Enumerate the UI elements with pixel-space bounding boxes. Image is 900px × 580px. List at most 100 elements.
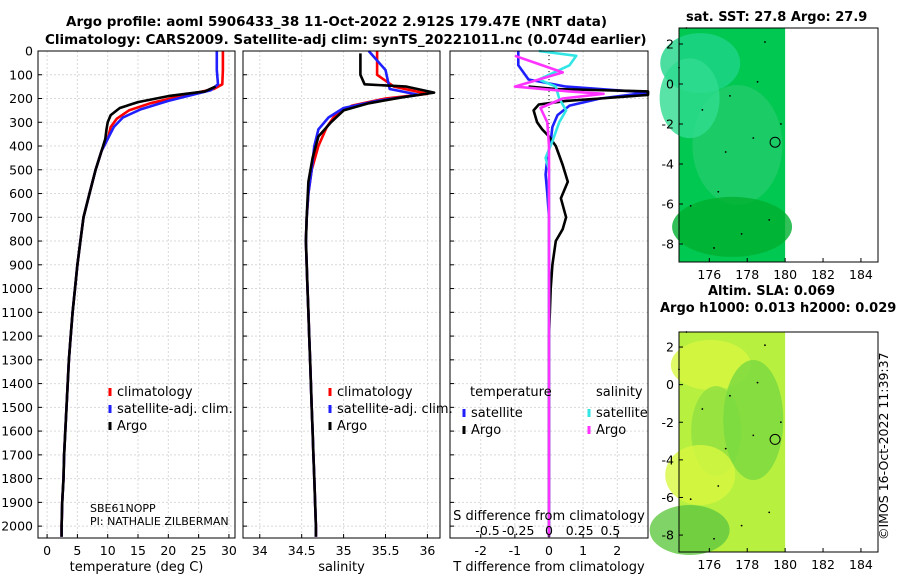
instrument-label: SBE61NOPP [90, 502, 156, 515]
map-x-tick-label: 178 [735, 267, 759, 282]
sla-map-subtitle: Argo h1000: 0.013 h2000: 0.029 [660, 301, 897, 316]
map-x-tick-label: 176 [697, 267, 721, 282]
legend-title-temperature: temperature [470, 385, 552, 400]
argo-position-marker [769, 136, 781, 148]
map-texture [723, 360, 784, 480]
y-tick-label: 1300 [1, 352, 33, 367]
y-tick-label: 0 [25, 44, 33, 59]
y-tick-label: 500 [9, 162, 33, 177]
y-tick-label: 600 [9, 186, 33, 201]
map-y-tick-label: 2 [666, 37, 674, 52]
map-dot [724, 151, 727, 153]
map-texture [670, 340, 751, 390]
x-tick-label: 25 [191, 543, 207, 558]
x-tick-label: 35 [336, 543, 352, 558]
legend-label: satellite-adj. clim. [337, 402, 453, 417]
map-x-tick-label: 184 [849, 557, 873, 572]
map-dot [701, 408, 704, 410]
map-dot [764, 344, 766, 347]
x-tick-label: 0 [545, 543, 553, 558]
y-tick-label: 1400 [1, 376, 33, 391]
map-dot [756, 381, 759, 384]
map-x-tick-label: 182 [811, 557, 835, 572]
map-x-tick-label: 176 [697, 557, 721, 572]
map-texture [665, 445, 736, 505]
figure-title-line2: Climatology: CARS2009. Satellite-adj cli… [45, 32, 647, 48]
map-x-tick-label: 184 [849, 267, 873, 282]
map-dot [729, 94, 731, 97]
s-tick-label: 0 [545, 523, 553, 538]
legend-label: climatology [117, 385, 193, 400]
map-dot [779, 421, 782, 424]
map-dot [756, 80, 759, 83]
y-tick-label: 400 [9, 139, 33, 154]
series-line-temperature-satellite [517, 51, 650, 537]
map-dot [779, 123, 782, 125]
y-tick-label: 1500 [1, 400, 33, 415]
series-line-argo [304, 53, 436, 537]
x-tick-label: 30 [221, 543, 237, 558]
legend-label: satellite-adj. clim. [117, 402, 233, 417]
map-dot [701, 109, 704, 111]
x-axis-label-top: S difference from climatology [453, 509, 645, 524]
s-tick-label: 0.25 [566, 523, 594, 538]
series-line-satellite-adj-clim- [304, 50, 421, 537]
map-dot [740, 524, 743, 527]
map-dot [689, 204, 692, 207]
y-tick-label: 1000 [1, 281, 33, 296]
map-frame [678, 27, 879, 263]
x-tick-label: 34 [252, 543, 268, 558]
y-tick-label: 800 [9, 234, 33, 249]
argo-position-marker [769, 433, 781, 445]
series-line-salinity-satellite [537, 49, 578, 537]
map-y-tick-label: -2 [662, 117, 674, 132]
y-tick-label: 1100 [1, 305, 33, 320]
legend-label: Argo [596, 423, 626, 438]
map-dot [713, 247, 715, 249]
map-y-tick-label: -8 [662, 237, 675, 252]
s-tick-label: -0.25 [502, 523, 534, 538]
y-tick-label: 1700 [1, 447, 33, 462]
map-y-tick-label: -8 [662, 528, 675, 543]
map-0 [659, 27, 793, 262]
s-tick-label: -0.5 [475, 523, 499, 538]
axes-frame [242, 50, 441, 539]
map-1 [649, 331, 786, 555]
map-y-tick-label: -6 [662, 197, 675, 212]
map-dot [713, 537, 715, 540]
y-tick-label: 200 [9, 91, 33, 106]
map-dot [717, 190, 720, 193]
y-tick-label: 900 [9, 257, 33, 272]
map-dot [768, 218, 771, 221]
legend-label: satellite [471, 406, 523, 421]
map-x-tick-label: 180 [773, 557, 797, 572]
map-texture [672, 196, 793, 257]
map-dot [764, 41, 766, 43]
x-tick-label: 15 [130, 543, 146, 558]
x-tick-label: 1 [579, 543, 587, 558]
x-tick-label: 35.5 [372, 543, 400, 558]
legend-label: Argo [337, 419, 367, 434]
figure-title-line1: Argo profile: aoml 5906433_38 11-Oct-202… [66, 14, 608, 30]
map-dot [740, 233, 743, 235]
map-dot [729, 394, 731, 397]
map-dot [752, 434, 755, 437]
x-tick-label: -2 [474, 543, 486, 558]
series-line-satellite-adj-clim- [60, 51, 220, 537]
x-tick-label: 36 [419, 543, 435, 558]
map-y-tick-label: -6 [662, 490, 675, 505]
legend-label: Argo [117, 419, 147, 434]
sst-map-title: sat. SST: 27.8 Argo: 27.9 [686, 10, 868, 25]
map-texture [659, 58, 720, 139]
x-tick-label: 2 [613, 543, 621, 558]
legend-label: Argo [471, 423, 501, 438]
legend-label: satellite [596, 406, 648, 421]
map-y-tick-label: 0 [666, 77, 674, 92]
y-tick-label: 2000 [1, 519, 33, 534]
map-y-tick-label: -4 [662, 157, 675, 172]
map-dot [724, 447, 727, 450]
map-dot [768, 511, 771, 514]
x-tick-label: 0 [43, 543, 51, 558]
legend-label: climatology [337, 385, 413, 400]
y-tick-label: 1200 [1, 329, 33, 344]
